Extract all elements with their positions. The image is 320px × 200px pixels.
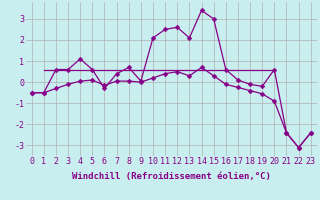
X-axis label: Windchill (Refroidissement éolien,°C): Windchill (Refroidissement éolien,°C) bbox=[72, 172, 271, 181]
